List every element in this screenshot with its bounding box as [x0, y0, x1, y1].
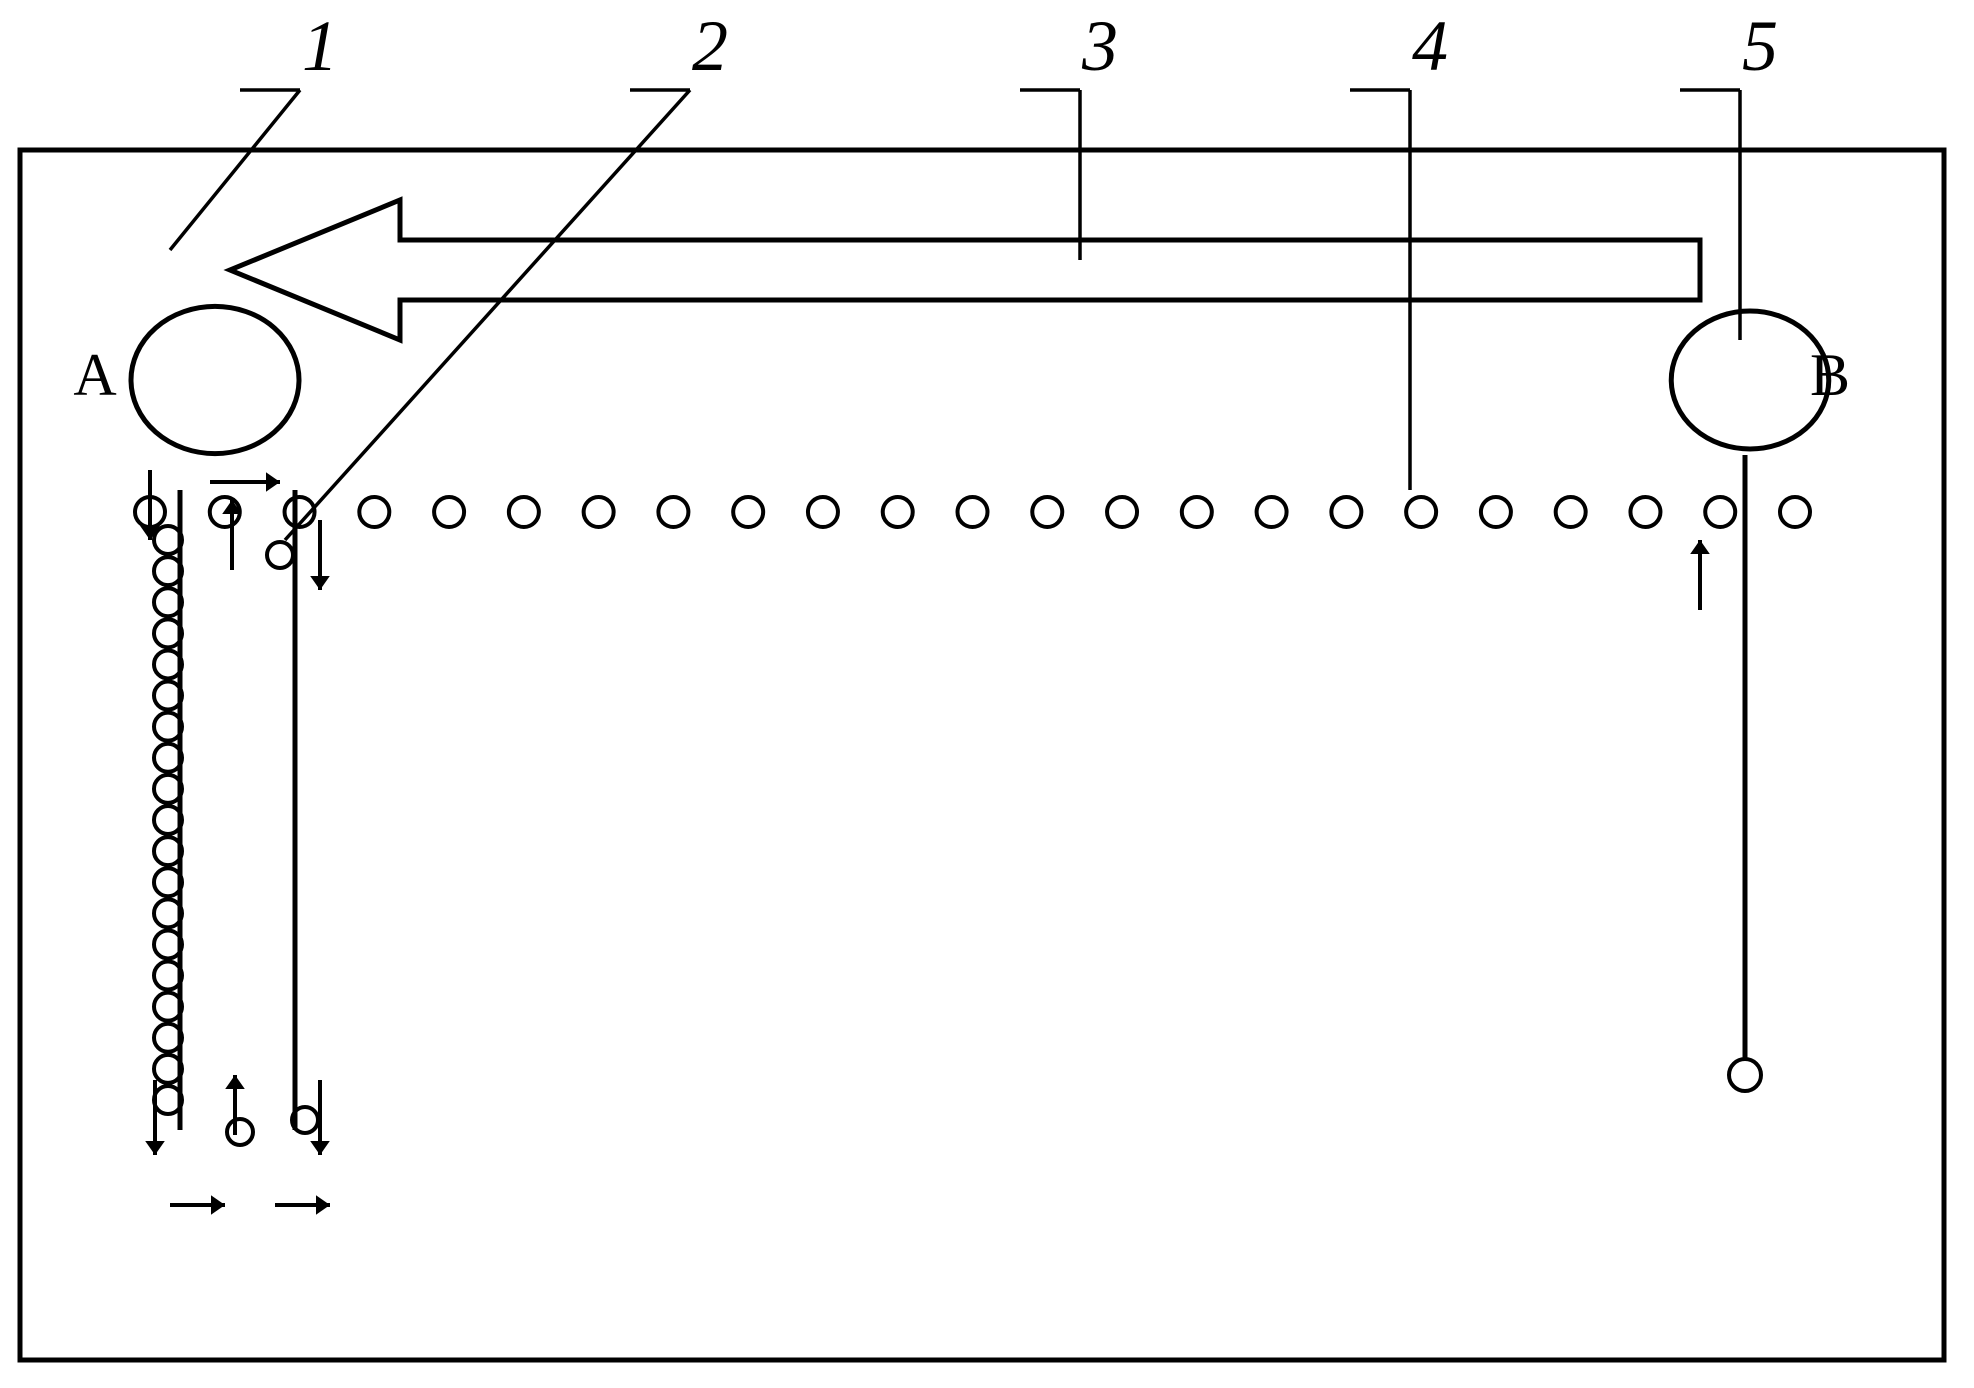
- small-arrow-head-up-in-channel-bottom: [225, 1075, 245, 1089]
- horiz-row-circle: [658, 497, 688, 527]
- numeric-label-4: 4: [1412, 6, 1448, 86]
- horiz-row-circle: [1556, 497, 1586, 527]
- numeric-label-3: 3: [1081, 6, 1118, 86]
- horiz-row-circle: [1107, 497, 1137, 527]
- horiz-row-circle: [733, 497, 763, 527]
- small-arrow-head-right-bottom-2: [316, 1195, 330, 1215]
- horiz-row-circle: [1630, 497, 1660, 527]
- circle-B: [1671, 311, 1829, 449]
- horiz-row-circle: [359, 497, 389, 527]
- horiz-row-circle: [1182, 497, 1212, 527]
- horiz-row-circle: [1331, 497, 1361, 527]
- horiz-row-circle: [1032, 497, 1062, 527]
- horiz-row-circle: [509, 497, 539, 527]
- horiz-row-circle: [1257, 497, 1287, 527]
- extra-small-circle: [267, 542, 293, 568]
- horiz-row-circle: [1481, 497, 1511, 527]
- small-arrow-head-right-bottom-1: [211, 1195, 225, 1215]
- small-arrow-head-up-near-B: [1690, 540, 1710, 554]
- horiz-row-circle: [1780, 497, 1810, 527]
- circle-A: [131, 306, 299, 453]
- horiz-row-circle: [883, 497, 913, 527]
- direction-arrow: [230, 200, 1700, 340]
- horiz-row-circle: [808, 497, 838, 527]
- leader-line-1: [170, 90, 300, 250]
- numeric-label-1: 1: [302, 6, 338, 86]
- small-arrow-head-down-right-bottom: [310, 1141, 330, 1155]
- small-arrow-head-down-right-of-channel-top: [310, 576, 330, 590]
- outer-frame: [20, 150, 1944, 1360]
- numeric-label-5: 5: [1742, 6, 1778, 86]
- horiz-row-circle: [958, 497, 988, 527]
- horiz-row-circle: [1705, 497, 1735, 527]
- numeric-label-2: 2: [692, 6, 728, 86]
- letter-label-A: A: [73, 342, 116, 408]
- horiz-row-circle: [584, 497, 614, 527]
- right-line-end-circle: [1729, 1059, 1761, 1091]
- small-arrow-head-right-top-of-channel: [266, 472, 280, 492]
- diagram-canvas: 1 2 3 4 5 A B: [0, 0, 1974, 1388]
- small-arrow-head-down-left-bottom: [145, 1141, 165, 1155]
- diagram-svg: 1 2 3 4 5 A B: [0, 0, 1974, 1388]
- horiz-row-circle: [1406, 497, 1436, 527]
- letter-label-B: B: [1810, 342, 1850, 408]
- horiz-row-circle: [434, 497, 464, 527]
- extra-small-circle: [227, 1119, 253, 1145]
